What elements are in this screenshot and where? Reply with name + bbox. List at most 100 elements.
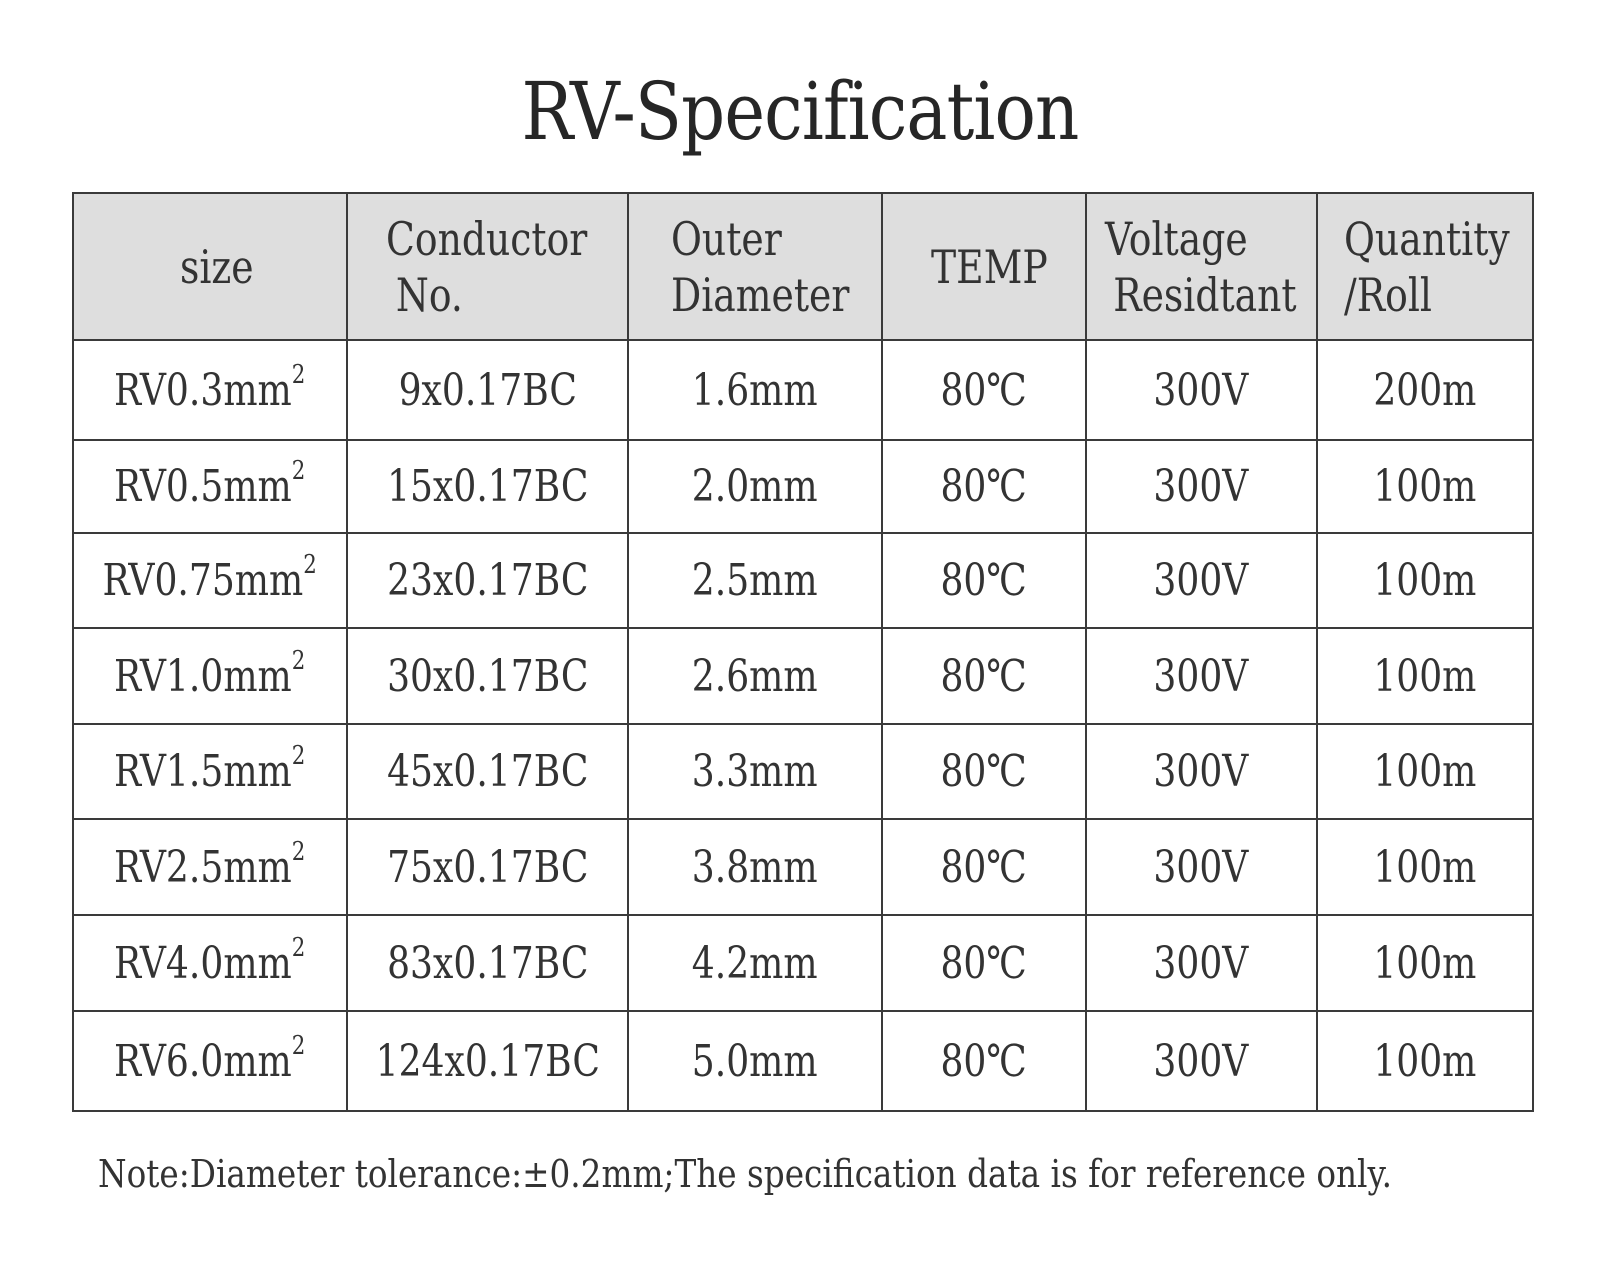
conductor-value: 9x0.17BC: [398, 364, 577, 416]
cell-quantity: 100m: [1315, 1010, 1534, 1112]
cell-temp: 80℃: [880, 532, 1087, 629]
cell-conductor: 30x0.17BC: [345, 627, 630, 725]
size-value: RV2.5mm: [114, 841, 292, 893]
header-size-line1: size: [180, 239, 254, 294]
cell-conductor: 45x0.17BC: [345, 723, 630, 820]
size-value: RV1.0mm: [114, 650, 292, 702]
cell-size: RV1.0mm2: [72, 627, 348, 725]
temp-value: 80℃: [940, 746, 1027, 797]
voltage-value: 300V: [1153, 650, 1249, 702]
cell-temp: 80℃: [880, 339, 1087, 441]
header-quantity-line1: Quantity: [1343, 211, 1510, 266]
cell-size: RV0.5mm2: [72, 439, 348, 534]
conductor-value: 15x0.17BC: [386, 461, 589, 512]
temp-value: 80℃: [940, 461, 1027, 512]
quantity-value: 200m: [1373, 364, 1477, 416]
cell-conductor: 83x0.17BC: [345, 914, 630, 1012]
quantity-value: 100m: [1373, 650, 1477, 702]
size-superscript: 2: [291, 359, 306, 390]
header-conductor-line1: Conductor: [385, 211, 587, 266]
voltage-value: 300V: [1153, 461, 1249, 512]
cell-quantity: 100m: [1315, 439, 1534, 534]
quantity-value: 100m: [1373, 937, 1477, 989]
cell-conductor: 124x0.17BC: [345, 1010, 630, 1112]
cell-conductor: 15x0.17BC: [345, 439, 630, 534]
cell-voltage: 300V: [1084, 439, 1318, 534]
cell-voltage: 300V: [1084, 1010, 1318, 1112]
temp-value: 80℃: [940, 1035, 1027, 1087]
temp-value: 80℃: [940, 937, 1027, 989]
size-value: RV1.5mm: [114, 746, 292, 797]
conductor-value: 45x0.17BC: [386, 746, 589, 797]
cell-diameter: 4.2mm: [627, 914, 883, 1012]
cell-conductor: 9x0.17BC: [345, 339, 630, 441]
diameter-value: 3.3mm: [692, 746, 818, 797]
table-row: RV0.3mm2 9x0.17BC 1.6mm 80℃ 300V 200m: [72, 339, 1534, 441]
voltage-value: 300V: [1153, 364, 1249, 416]
diameter-value: 2.0mm: [692, 461, 818, 512]
cell-temp: 80℃: [880, 723, 1087, 820]
cell-voltage: 300V: [1084, 818, 1318, 916]
header-outer-diameter-line2: Diameter: [671, 267, 850, 322]
cell-size: RV0.75mm2: [72, 532, 348, 629]
header-conductor-no: Conductor No.: [345, 192, 630, 341]
cell-size: RV2.5mm2: [72, 818, 348, 916]
specification-table: size Conductor No. Outer Diameter TEMP V…: [72, 192, 1534, 1112]
cell-voltage: 300V: [1084, 627, 1318, 725]
quantity-value: 100m: [1373, 746, 1477, 797]
conductor-value: 75x0.17BC: [386, 841, 589, 893]
header-outer-diameter: Outer Diameter: [627, 192, 883, 341]
size-value: RV0.3mm: [114, 364, 292, 416]
diameter-value: 1.6mm: [692, 364, 818, 416]
header-quantity-roll: Quantity /Roll: [1315, 192, 1534, 341]
cell-temp: 80℃: [880, 914, 1087, 1012]
cell-conductor: 23x0.17BC: [345, 532, 630, 629]
size-superscript: 2: [291, 932, 306, 963]
cell-size: RV1.5mm2: [72, 723, 348, 820]
conductor-value: 30x0.17BC: [386, 650, 589, 702]
table-row: RV6.0mm2 124x0.17BC 5.0mm 80℃ 300V 100m: [72, 1010, 1534, 1112]
diameter-value: 3.8mm: [692, 841, 818, 893]
cell-quantity: 200m: [1315, 339, 1534, 441]
cell-size: RV4.0mm2: [72, 914, 348, 1012]
cell-size: RV0.3mm2: [72, 339, 348, 441]
header-temp: TEMP: [880, 192, 1087, 341]
cell-voltage: 300V: [1084, 914, 1318, 1012]
conductor-value: 83x0.17BC: [386, 937, 589, 989]
cell-quantity: 100m: [1315, 532, 1534, 629]
cell-diameter: 5.0mm: [627, 1010, 883, 1112]
diameter-value: 2.5mm: [692, 555, 818, 606]
cell-diameter: 2.6mm: [627, 627, 883, 725]
header-voltage-line1: Voltage: [1104, 211, 1248, 266]
table-row: RV0.5mm2 15x0.17BC 2.0mm 80℃ 300V 100m: [72, 439, 1534, 534]
quantity-value: 100m: [1373, 555, 1477, 606]
header-size: size: [72, 192, 348, 341]
temp-value: 80℃: [940, 364, 1027, 416]
temp-value: 80℃: [940, 555, 1027, 606]
cell-temp: 80℃: [880, 627, 1087, 725]
size-value: RV0.75mm: [102, 555, 304, 606]
cell-quantity: 100m: [1315, 627, 1534, 725]
footnote: Note:Diameter tolerance:±0.2mm;The speci…: [98, 1152, 1393, 1196]
cell-diameter: 2.0mm: [627, 439, 883, 534]
table-header-row: size Conductor No. Outer Diameter TEMP V…: [72, 192, 1534, 341]
cell-voltage: 300V: [1084, 532, 1318, 629]
temp-value: 80℃: [940, 841, 1027, 893]
quantity-value: 100m: [1373, 841, 1477, 893]
cell-temp: 80℃: [880, 818, 1087, 916]
cell-diameter: 2.5mm: [627, 532, 883, 629]
voltage-value: 300V: [1153, 555, 1249, 606]
table-row: RV4.0mm2 83x0.17BC 4.2mm 80℃ 300V 100m: [72, 914, 1534, 1012]
header-conductor-line2: No.: [395, 267, 463, 322]
voltage-value: 300V: [1153, 746, 1249, 797]
quantity-value: 100m: [1373, 461, 1477, 512]
table-row: RV1.5mm2 45x0.17BC 3.3mm 80℃ 300V 100m: [72, 723, 1534, 820]
cell-quantity: 100m: [1315, 818, 1534, 916]
size-superscript: 2: [291, 645, 306, 676]
header-outer-diameter-line1: Outer: [671, 211, 783, 266]
header-voltage-line2: Residtant: [1112, 267, 1297, 322]
table-row: RV0.75mm2 23x0.17BC 2.5mm 80℃ 300V 100m: [72, 532, 1534, 629]
cell-diameter: 1.6mm: [627, 339, 883, 441]
header-voltage-residtant: Voltage Residtant: [1084, 192, 1318, 341]
cell-voltage: 300V: [1084, 723, 1318, 820]
